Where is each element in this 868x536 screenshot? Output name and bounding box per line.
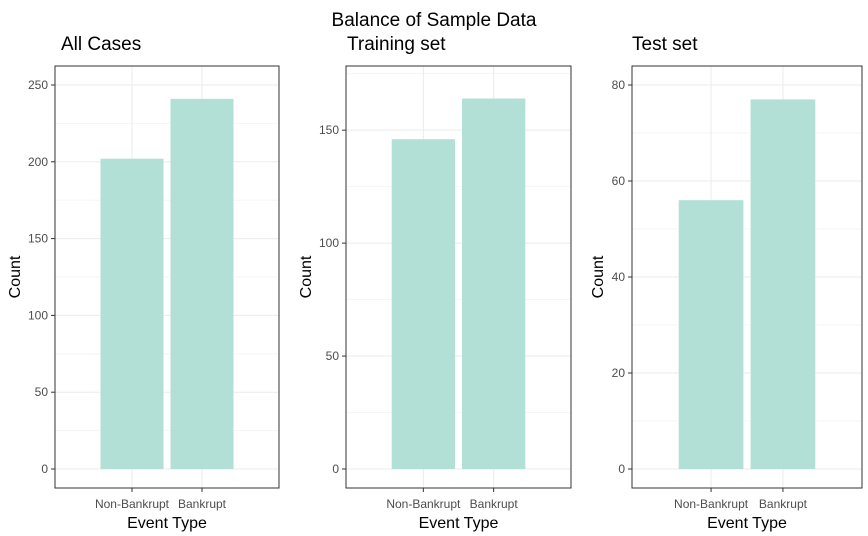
y-tick-label: 100 <box>28 308 48 322</box>
bar-non-bankrupt <box>678 200 744 469</box>
x-tick-label: Bankrupt <box>470 497 519 511</box>
bar-non-bankrupt <box>100 158 164 469</box>
panel-title: Test set <box>632 34 698 55</box>
x-tick-label: Bankrupt <box>178 497 227 511</box>
panel-title: Training set <box>347 34 446 55</box>
x-tick-label: Bankrupt <box>759 497 808 511</box>
panel-border <box>54 65 280 489</box>
x-axis-title: Event Type <box>127 515 207 532</box>
y-tick-label: 150 <box>28 232 48 246</box>
chart-panel-2: 0 50 100 150 Non-Bankrupt Bankrupt Training se… <box>298 34 572 532</box>
y-tick-label: 60 <box>612 174 626 188</box>
bar-bankrupt <box>750 99 816 470</box>
x-axis-title: Event Type <box>419 515 499 532</box>
main-title: Balance of Sample Data <box>331 10 537 31</box>
panel-border <box>345 65 572 489</box>
chart-panel-1: 0 50 100 150 200 250 Non-Bankrupt Bankrupt All C… <box>7 34 280 532</box>
y-tick-label: 50 <box>35 385 49 399</box>
y-tick-label: 0 <box>41 462 48 476</box>
y-tick-label: 100 <box>319 236 339 250</box>
x-axis-title: Event Type <box>707 515 787 532</box>
bar-non-bankrupt <box>391 139 455 469</box>
bar-bankrupt <box>170 98 234 469</box>
y-tick-label: 200 <box>28 155 48 169</box>
y-tick-label: 250 <box>28 78 48 92</box>
x-tick-label: Non-Bankrupt <box>95 497 170 511</box>
y-axis-title: Count <box>590 255 607 298</box>
y-axis-title: Count <box>298 255 315 298</box>
y-tick-label: 20 <box>612 366 626 380</box>
panel-border <box>631 65 863 489</box>
chart-panel-3: 0 20 40 60 80 Non-Bankrupt Bankrupt Test set Eve… <box>590 34 863 532</box>
x-tick-label: Non-Bankrupt <box>386 497 461 511</box>
y-tick-label: 0 <box>332 462 339 476</box>
x-tick-label: Non-Bankrupt <box>674 497 749 511</box>
bar-bankrupt <box>462 98 526 469</box>
y-tick-label: 80 <box>612 78 626 92</box>
y-tick-label: 50 <box>326 349 340 363</box>
y-tick-label: 150 <box>319 123 339 137</box>
panel-title: All Cases <box>61 34 141 55</box>
y-tick-label: 0 <box>618 462 625 476</box>
y-tick-label: 40 <box>612 270 626 284</box>
y-axis-title: Count <box>7 255 24 298</box>
